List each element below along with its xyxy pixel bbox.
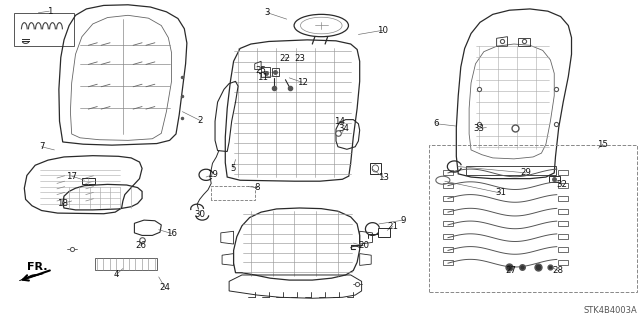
Text: 33: 33 xyxy=(473,124,484,133)
Text: FR.: FR. xyxy=(27,262,47,272)
Text: 29: 29 xyxy=(521,168,531,177)
Text: 21: 21 xyxy=(387,222,399,231)
Text: 8: 8 xyxy=(255,183,260,192)
Text: 3: 3 xyxy=(265,8,270,17)
Text: 6: 6 xyxy=(434,119,439,128)
Text: 26: 26 xyxy=(135,241,147,250)
Text: 22: 22 xyxy=(279,54,291,63)
Text: 23: 23 xyxy=(294,54,305,63)
Text: 15: 15 xyxy=(597,140,609,149)
Text: 32: 32 xyxy=(556,180,568,189)
FancyArrowPatch shape xyxy=(23,271,50,280)
Text: 19: 19 xyxy=(207,170,218,179)
Text: 12: 12 xyxy=(296,78,308,87)
Text: 27: 27 xyxy=(505,266,516,275)
Text: STK4B4003A: STK4B4003A xyxy=(583,306,637,315)
Text: 13: 13 xyxy=(378,173,390,182)
Text: 2: 2 xyxy=(198,116,203,125)
Text: 17: 17 xyxy=(66,172,77,181)
Text: 25: 25 xyxy=(255,66,267,75)
Text: 5: 5 xyxy=(230,164,236,173)
Text: 20: 20 xyxy=(358,241,369,250)
Text: 14: 14 xyxy=(333,117,345,126)
Text: 28: 28 xyxy=(552,266,564,275)
Text: 30: 30 xyxy=(194,210,205,219)
Text: 10: 10 xyxy=(377,26,388,35)
Text: 18: 18 xyxy=(57,199,68,208)
Text: 24: 24 xyxy=(159,283,171,292)
Text: 1: 1 xyxy=(47,7,52,16)
Text: 9: 9 xyxy=(401,216,406,225)
Text: 7: 7 xyxy=(39,142,44,151)
Text: 34: 34 xyxy=(339,124,350,133)
Text: 11: 11 xyxy=(257,73,268,82)
Text: 31: 31 xyxy=(495,189,506,197)
Text: 4: 4 xyxy=(114,270,119,279)
Text: 16: 16 xyxy=(166,229,177,238)
Polygon shape xyxy=(19,274,44,281)
